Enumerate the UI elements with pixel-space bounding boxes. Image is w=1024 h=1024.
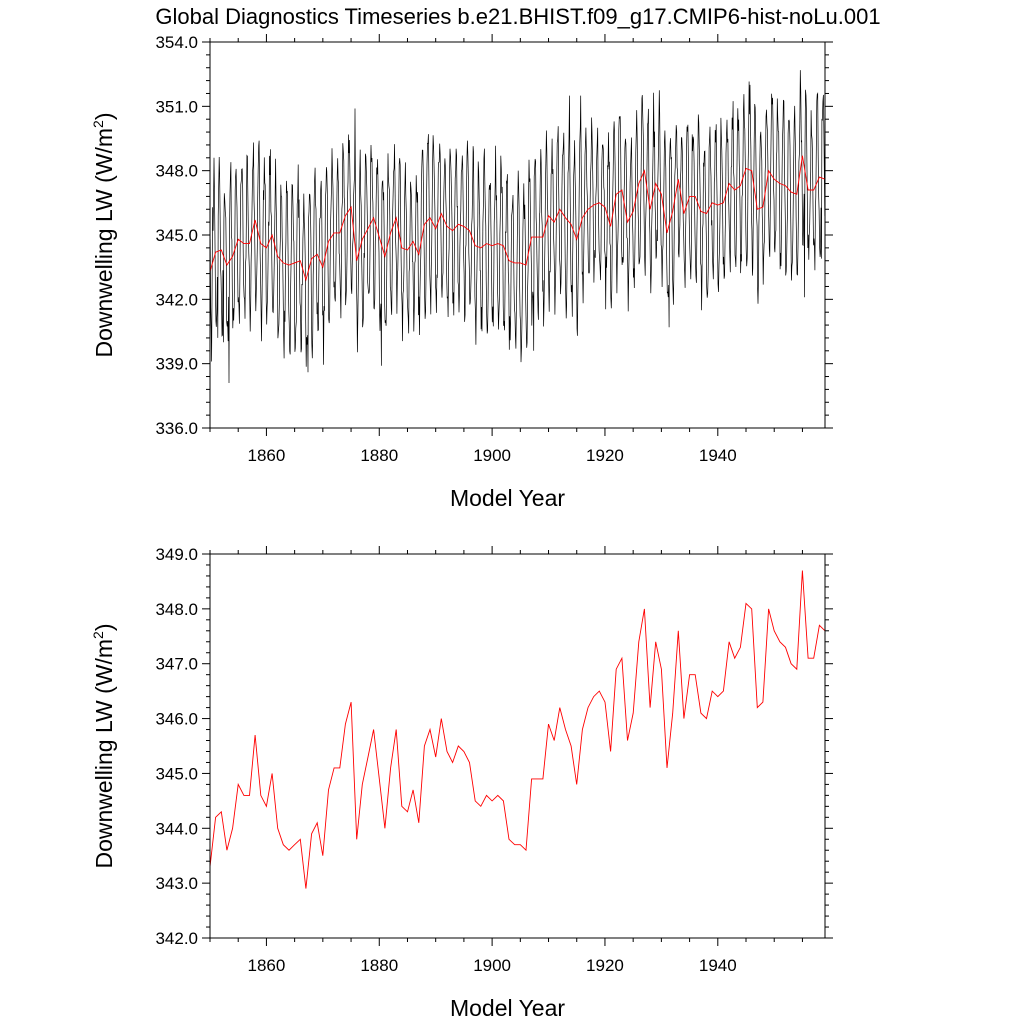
x-tick-label: 1920 bbox=[586, 446, 624, 465]
y-tick-label: 347.0 bbox=[155, 655, 198, 674]
y-tick-label: 349.0 bbox=[155, 545, 198, 564]
top-panel: 1860 1880 1900 1920 1940 336.0 339.0 342.0 345.0… bbox=[90, 33, 833, 511]
x-tick-label: 1880 bbox=[360, 956, 398, 975]
x-tick-label: 1860 bbox=[248, 956, 286, 975]
y-tick-label: 346.0 bbox=[155, 710, 198, 729]
y-tick-label: 342.0 bbox=[155, 290, 198, 309]
y-tick-label: 344.0 bbox=[155, 819, 198, 838]
y-tick-label: 348.0 bbox=[155, 162, 198, 181]
x-tick-label: 1920 bbox=[586, 956, 624, 975]
bottom-panel: 1860 1880 1900 1920 1940 342.0 343.0 344.0 345.0… bbox=[90, 545, 833, 1021]
series-monthly-line bbox=[209, 70, 826, 384]
x-axis-label: Model Year bbox=[450, 485, 565, 511]
y-tick-label: 348.0 bbox=[155, 600, 198, 619]
y-tick-label: 345.0 bbox=[155, 764, 198, 783]
x-tick-label: 1900 bbox=[473, 446, 511, 465]
y-tick-label: 354.0 bbox=[155, 33, 198, 52]
x-tick-label: 1860 bbox=[248, 446, 286, 465]
y-tick-label: 342.0 bbox=[155, 929, 198, 948]
y-tick-label: 343.0 bbox=[155, 874, 198, 893]
y-tick-label: 351.0 bbox=[155, 97, 198, 116]
y-tick-label: 339.0 bbox=[155, 355, 198, 374]
x-tick-label: 1940 bbox=[699, 446, 737, 465]
y-axis-label: Downwelling LW (W/m2) bbox=[90, 623, 117, 868]
series-annual-line bbox=[209, 155, 826, 282]
series-annual-line bbox=[209, 570, 826, 889]
plot-frame bbox=[209, 553, 826, 939]
x-tick-label: 1940 bbox=[699, 956, 737, 975]
x-tick-label: 1900 bbox=[473, 956, 511, 975]
x-tick-label: 1880 bbox=[360, 446, 398, 465]
figure-title: Global Diagnostics Timeseries b.e21.BHIS… bbox=[155, 4, 880, 29]
y-tick-label: 336.0 bbox=[155, 419, 198, 438]
y-axis-label: Downwelling LW (W/m2) bbox=[90, 112, 117, 357]
y-tick-label: 345.0 bbox=[155, 226, 198, 245]
x-axis-label: Model Year bbox=[450, 995, 565, 1021]
